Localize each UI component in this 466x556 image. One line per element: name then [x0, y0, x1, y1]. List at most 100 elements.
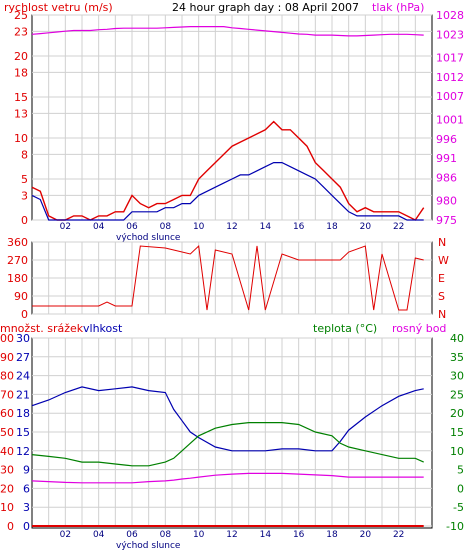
series-wind-avg	[31, 162, 424, 221]
compass-tick-label: W	[438, 254, 449, 267]
x-tick-label: 12	[226, 530, 237, 540]
precip-tick-label: 90	[0, 351, 14, 364]
wind-tick-label: 15	[14, 91, 28, 104]
humidity-y-ticks: 0 3 6 9 12 15 18 21 24 27 30	[16, 332, 30, 533]
wind-tick-label: 25	[14, 9, 28, 22]
precip-tick-label: 100	[0, 332, 14, 345]
wind-y-ticks: 0 3 5 8 10 13 15 18 20 23 25	[14, 9, 28, 227]
temperature-tick-label: 20	[450, 407, 464, 420]
x-tick-label: 20	[360, 530, 372, 540]
series-humidity	[31, 386, 424, 452]
wind-tick-label: 23	[14, 25, 28, 38]
x-tick-label: 08	[160, 222, 172, 232]
precip-axis-label: množst. srážek	[0, 322, 84, 335]
temperature-tick-label: 35	[450, 351, 464, 364]
wind-speed-axis-label: rychlost vetru (m/s)	[4, 1, 113, 14]
direction-tick-label: 180	[7, 272, 28, 285]
compass-tick-label: E	[438, 272, 445, 285]
precip-tick-label: 70	[0, 388, 14, 401]
temperature-tick-label: 10	[450, 445, 464, 458]
temperature-tick-label: 40	[450, 332, 464, 345]
temperature-tick-label: -10	[446, 520, 464, 533]
series-dewpoint	[31, 472, 424, 484]
x-tick-label: 16	[293, 530, 305, 540]
series-pressure	[31, 26, 424, 37]
precip-tick-label: 10	[0, 501, 14, 514]
wind-tick-label: 0	[21, 214, 28, 227]
x-tick-label: 12	[226, 222, 237, 232]
humidity-tick-label: 3	[23, 501, 30, 514]
wind-tick-label: 13	[14, 107, 28, 120]
panel-direction-grid	[32, 241, 432, 315]
wind-tick-label: 18	[14, 66, 28, 79]
humidity-tick-label: 30	[16, 332, 30, 345]
humidity-tick-label: 0	[23, 520, 30, 533]
precip-tick-label: 0	[7, 520, 14, 533]
pressure-tick-label: 996	[436, 133, 457, 146]
compass-tick-label: N	[438, 236, 446, 249]
pressure-tick-label: 980	[436, 195, 457, 208]
humidity-tick-label: 18	[16, 407, 30, 420]
sunrise-label-2: východ slunce	[116, 541, 181, 551]
temperature-tick-label: 0	[457, 482, 464, 495]
pressure-tick-label: 1012	[436, 71, 464, 84]
panel-wind-x-ticks: 02 04 06 08 10 12 14 16 18 20 22	[60, 222, 405, 232]
pressure-axis-label: tlak (hPa)	[372, 1, 424, 14]
precip-tick-label: 60	[0, 407, 14, 420]
temperature-axis-label: teplota (°C)	[313, 322, 377, 335]
humidity-tick-label: 9	[23, 464, 30, 477]
direction-tick-label: 360	[7, 236, 28, 249]
x-tick-label: 10	[193, 222, 205, 232]
precip-tick-label: 20	[0, 482, 14, 495]
direction-tick-label: 90	[14, 290, 28, 303]
x-tick-label: 06	[126, 222, 138, 232]
pressure-tick-label: 986	[436, 171, 457, 184]
dewpoint-axis-label: rosný bod	[392, 322, 446, 335]
panel-humidity-grid	[32, 337, 432, 527]
temperature-tick-label: 5	[457, 464, 464, 477]
pressure-tick-label: 1001	[436, 113, 464, 126]
x-tick-label: 04	[93, 530, 105, 540]
temperature-tick-label: -5	[453, 501, 464, 514]
humidity-tick-label: 21	[16, 388, 30, 401]
x-tick-label: 22	[393, 530, 404, 540]
pressure-tick-label: 1017	[436, 52, 464, 65]
x-tick-label: 10	[193, 530, 205, 540]
pressure-tick-label: 991	[436, 152, 457, 165]
x-tick-label: 08	[160, 530, 172, 540]
humidity-temp-series	[31, 386, 424, 527]
humidity-tick-label: 12	[16, 445, 30, 458]
humidity-tick-label: 27	[16, 351, 30, 364]
panel-wind-grid	[32, 14, 432, 221]
humidity-axis-label: vlhkost	[83, 322, 123, 335]
precip-y-ticks: 0 10 20 30 40 50 60 70 80 90 100	[0, 332, 14, 533]
x-tick-label: 14	[260, 530, 272, 540]
sunrise-label-1: východ slunce	[116, 233, 181, 243]
temperature-tick-label: 30	[450, 370, 464, 383]
pressure-tick-label: 1007	[436, 90, 464, 103]
wind-tick-label: 20	[14, 50, 28, 63]
x-tick-label: 04	[93, 222, 105, 232]
temperature-y-ticks: -10 -5 0 5 10 15 20 25 30 35 40	[446, 332, 464, 533]
pressure-tick-label: 1028	[436, 9, 464, 22]
x-tick-label: 02	[60, 530, 71, 540]
x-tick-label: 06	[126, 530, 138, 540]
humidity-tick-label: 6	[23, 482, 30, 495]
wind-tick-label: 8	[21, 148, 28, 161]
x-tick-label: 16	[293, 222, 305, 232]
wind-tick-label: 5	[21, 173, 28, 186]
direction-tick-label: 270	[7, 254, 28, 267]
x-tick-label: 18	[326, 222, 338, 232]
compass-tick-label: N	[438, 308, 446, 321]
compass-tick-label: S	[438, 290, 445, 303]
series-wind-direction	[32, 244, 424, 311]
humidity-tick-label: 24	[16, 370, 30, 383]
pressure-tick-label: 1023	[436, 28, 464, 41]
humidity-tick-label: 15	[16, 426, 30, 439]
temperature-tick-label: 25	[450, 388, 464, 401]
direction-tick-label: 0	[21, 308, 28, 321]
x-tick-label: 20	[360, 222, 372, 232]
page-title: 24 hour graph day : 08 April 2007	[172, 1, 359, 14]
